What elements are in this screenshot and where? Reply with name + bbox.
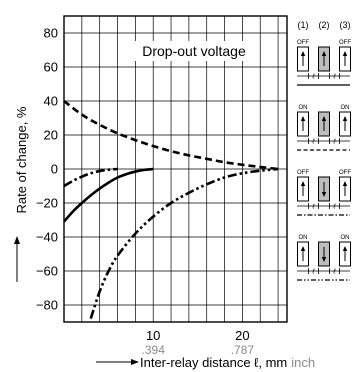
y-tick-label: 20: [44, 128, 58, 143]
legend-state-right: ON: [341, 235, 350, 241]
legend-state-left: ON: [299, 105, 308, 111]
x-axis-arrow-head: [131, 359, 139, 365]
legend-state-left: OFF: [297, 40, 309, 46]
x-axis-title-main: Inter-relay distance ℓ, mm: [140, 355, 287, 370]
legend-row: ON ON ℓ ℓ: [297, 105, 351, 151]
x-axis-title: Inter-relay distance ℓ, mm inch: [140, 355, 315, 370]
legend-distance-symbol: ℓ: [311, 139, 315, 146]
curve-solid: [63, 167, 154, 223]
chart-title: Drop-out voltage: [142, 43, 246, 59]
legend-column-label: (1): [298, 20, 309, 30]
x-tick-label: 20: [235, 328, 249, 343]
x-tick-labels: 10.394 20.787: [142, 328, 255, 357]
legend-panel: (1) (2) (3) OFF OFF ℓ ℓ ON ON ℓ ℓ OFF OFF ℓ ℓ ON ON ℓ ℓ: [297, 20, 351, 281]
legend-arrow-up-icon: [342, 51, 348, 56]
legend-distance-symbol: ℓ: [332, 74, 336, 81]
title-backdrop: [130, 41, 259, 61]
curve-dash-dot-dot: [89, 167, 279, 320]
legend-arrow-up-icon: [321, 51, 327, 56]
legend-arrow-down-icon: [321, 257, 327, 262]
x-axis-title-inch: inch: [291, 355, 315, 370]
legend-row: ON ON ℓ ℓ: [297, 235, 351, 281]
legend-state-right: ON: [341, 105, 350, 111]
legend-arrow-up-icon: [321, 116, 327, 121]
x-tick-label-inch: .787: [231, 343, 255, 357]
legend-distance-symbol: ℓ: [332, 139, 336, 146]
y-axis-arrow-head: [14, 236, 20, 244]
x-tick-label-inch: .394: [142, 343, 166, 357]
legend-state-left: ON: [299, 235, 308, 241]
legend-distance-symbol: ℓ: [311, 269, 315, 276]
y-axis-title-group: Rate of change, %: [14, 106, 29, 213]
grid: [64, 16, 287, 322]
legend-row: OFF OFF ℓ ℓ: [297, 170, 351, 216]
legend-arrow-up-icon: [342, 246, 348, 251]
legend-column-label: (2): [319, 20, 330, 30]
y-tick-label: −40: [36, 230, 58, 245]
curves: [63, 99, 279, 320]
legend-column-label: (3): [340, 20, 351, 30]
legend-arrow-up-icon: [300, 116, 306, 121]
y-tick-labels: 80 60 40 20 0 −20 −40 −60 −80: [36, 26, 58, 313]
legend-arrow-up-icon: [300, 181, 306, 186]
legend-state-right: OFF: [339, 40, 351, 46]
x-tick-label: 10: [146, 328, 160, 343]
legend-arrow-down-icon: [321, 192, 327, 197]
legend-distance-symbol: ℓ: [332, 204, 336, 211]
y-tick-label: −60: [36, 264, 58, 279]
legend-distance-symbol: ℓ: [332, 269, 336, 276]
y-axis-title: Rate of change, %: [14, 106, 29, 213]
legend-arrow-up-icon: [300, 51, 306, 56]
y-tick-label: 80: [44, 26, 58, 41]
y-tick-label: 0: [51, 162, 58, 177]
legend-row: OFF OFF ℓ ℓ: [297, 40, 351, 86]
curve-dashed: [63, 99, 279, 171]
y-tick-label: −80: [36, 298, 58, 313]
legend-state-left: OFF: [297, 170, 309, 176]
legend-state-right: OFF: [339, 170, 351, 176]
legend-distance-symbol: ℓ: [311, 204, 315, 211]
legend-arrow-up-icon: [300, 246, 306, 251]
curve-dash-dot: [63, 167, 118, 188]
legend-arrow-up-icon: [342, 116, 348, 121]
y-tick-label: 60: [44, 60, 58, 75]
legend-distance-symbol: ℓ: [311, 74, 315, 81]
y-tick-label: −20: [36, 196, 58, 211]
y-tick-label: 40: [44, 94, 58, 109]
legend-arrow-up-icon: [342, 181, 348, 186]
